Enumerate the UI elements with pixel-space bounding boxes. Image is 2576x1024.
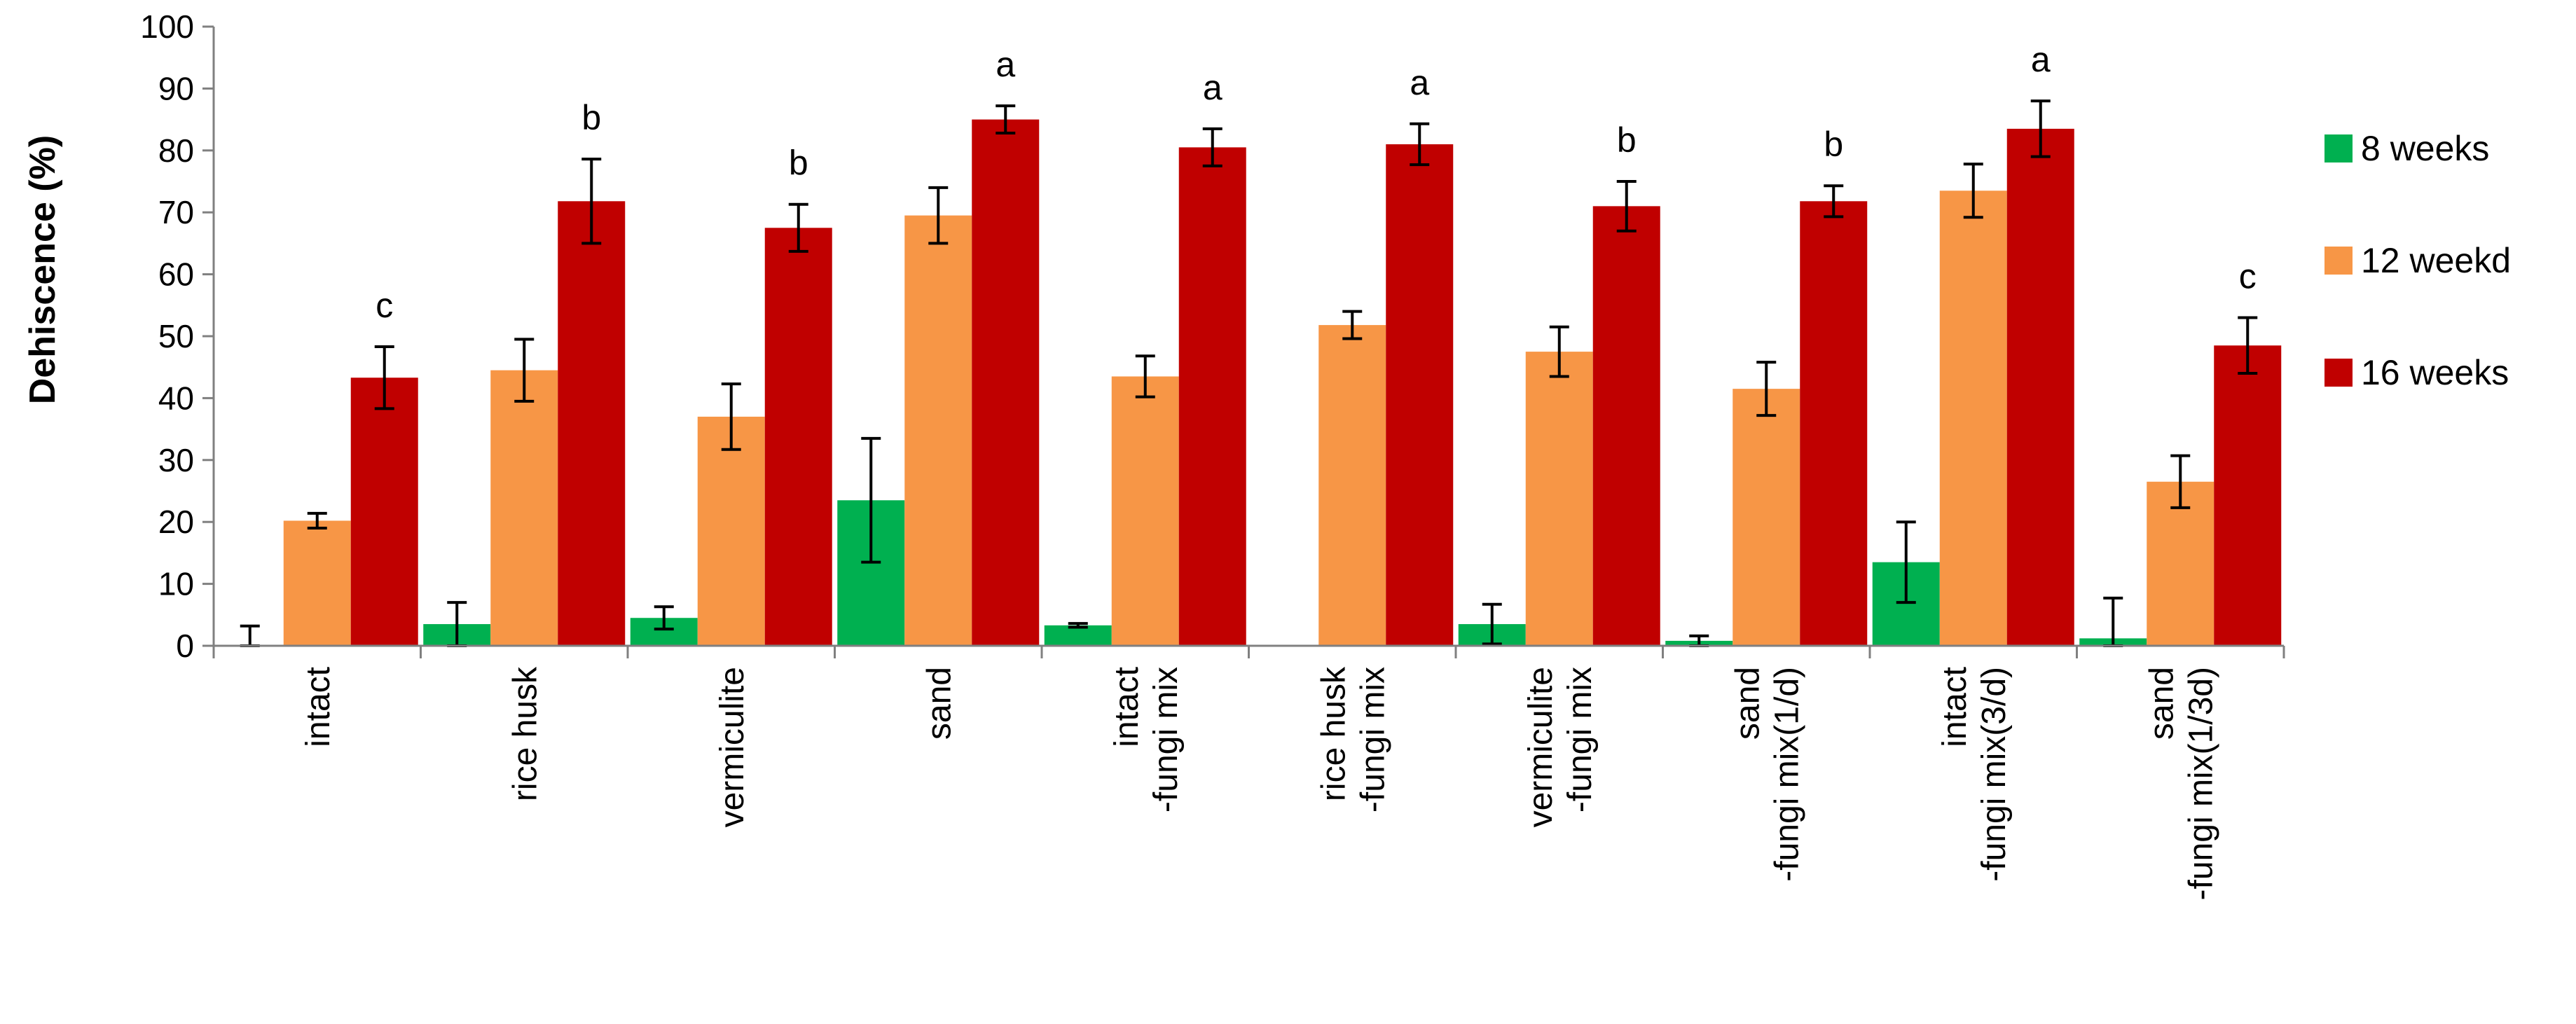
category-label: -fungi mix [1354, 667, 1391, 812]
bar [1386, 144, 1454, 646]
bar [1592, 206, 1660, 646]
y-tick-label: 80 [158, 132, 194, 169]
significance-letter: b [581, 98, 601, 137]
significance-letter: b [1617, 120, 1637, 160]
significance-letters-group: c b b a a a b b a c [376, 40, 2257, 325]
y-tick-label: 10 [158, 566, 194, 602]
bar [697, 416, 765, 646]
bar [2214, 345, 2282, 646]
significance-letter: a [2031, 40, 2051, 79]
bar [1800, 201, 1868, 646]
bar [1939, 191, 2007, 646]
category-label: -fungi mix(3/d) [1976, 667, 2013, 882]
error-bars-group [240, 99, 2258, 647]
category-label: sand [921, 667, 958, 740]
category-label: -fungi mix(1/d) [1768, 667, 1805, 882]
bar [972, 119, 1040, 646]
legend: 8 weeks 12 weekd 16 weeks [2324, 129, 2511, 392]
category-label: rice husk [507, 666, 544, 801]
legend-label: 16 weeks [2361, 353, 2509, 392]
bar [558, 201, 626, 646]
y-axis-title: Dehiscence (%) [22, 135, 63, 404]
bar [1178, 147, 1246, 646]
significance-letter: b [789, 144, 808, 183]
legend-swatch [2324, 247, 2353, 275]
y-tick-label: 100 [140, 8, 194, 45]
y-tick-label: 20 [158, 504, 194, 540]
category-label: intact [1108, 667, 1145, 747]
bar [350, 378, 418, 646]
category-label: sand [2143, 667, 2180, 740]
significance-letter: a [1410, 63, 1429, 102]
category-label: vermiculite [1522, 667, 1559, 827]
significance-letter: c [376, 286, 393, 325]
y-tick-label: 50 [158, 318, 194, 354]
axes-group: 0 10 20 30 40 50 60 70 80 90 100 intact rice husk ver… [140, 8, 2285, 900]
bar [283, 520, 351, 646]
y-tick-label: 40 [158, 380, 194, 416]
bar [1525, 352, 1593, 646]
y-tick-label: 60 [158, 256, 194, 293]
category-label: -fungi mix [1562, 667, 1599, 812]
legend-swatch [2324, 359, 2353, 387]
significance-letter: a [1203, 68, 1222, 107]
y-tick-label: 30 [158, 442, 194, 478]
bar [1318, 325, 1386, 646]
y-tick-label: 70 [158, 194, 194, 230]
category-label: sand [1729, 667, 1766, 740]
significance-letter: c [2239, 256, 2257, 296]
bar [1733, 389, 1800, 646]
category-label: intact [300, 667, 337, 747]
bar [764, 228, 832, 646]
legend-label: 8 weeks [2361, 129, 2489, 168]
y-tick-label: 0 [176, 628, 194, 664]
bar [1111, 376, 1179, 646]
bar [490, 370, 558, 646]
bar [904, 215, 972, 646]
legend-label: 12 weekd [2361, 241, 2511, 280]
bars-group [283, 119, 2282, 646]
significance-letter: a [996, 45, 1015, 84]
category-label: intact [1936, 667, 1974, 747]
y-tick-label: 90 [158, 70, 194, 106]
legend-swatch [2324, 134, 2353, 162]
category-label: -fungi mix [1148, 667, 1185, 812]
bar [2006, 128, 2074, 646]
category-label: -fungi mix(1/3d) [2182, 667, 2219, 900]
bar [1044, 625, 1112, 646]
category-label: rice husk [1315, 666, 1352, 801]
category-label: vermiculite [714, 667, 751, 827]
significance-letter: b [1824, 125, 1843, 164]
